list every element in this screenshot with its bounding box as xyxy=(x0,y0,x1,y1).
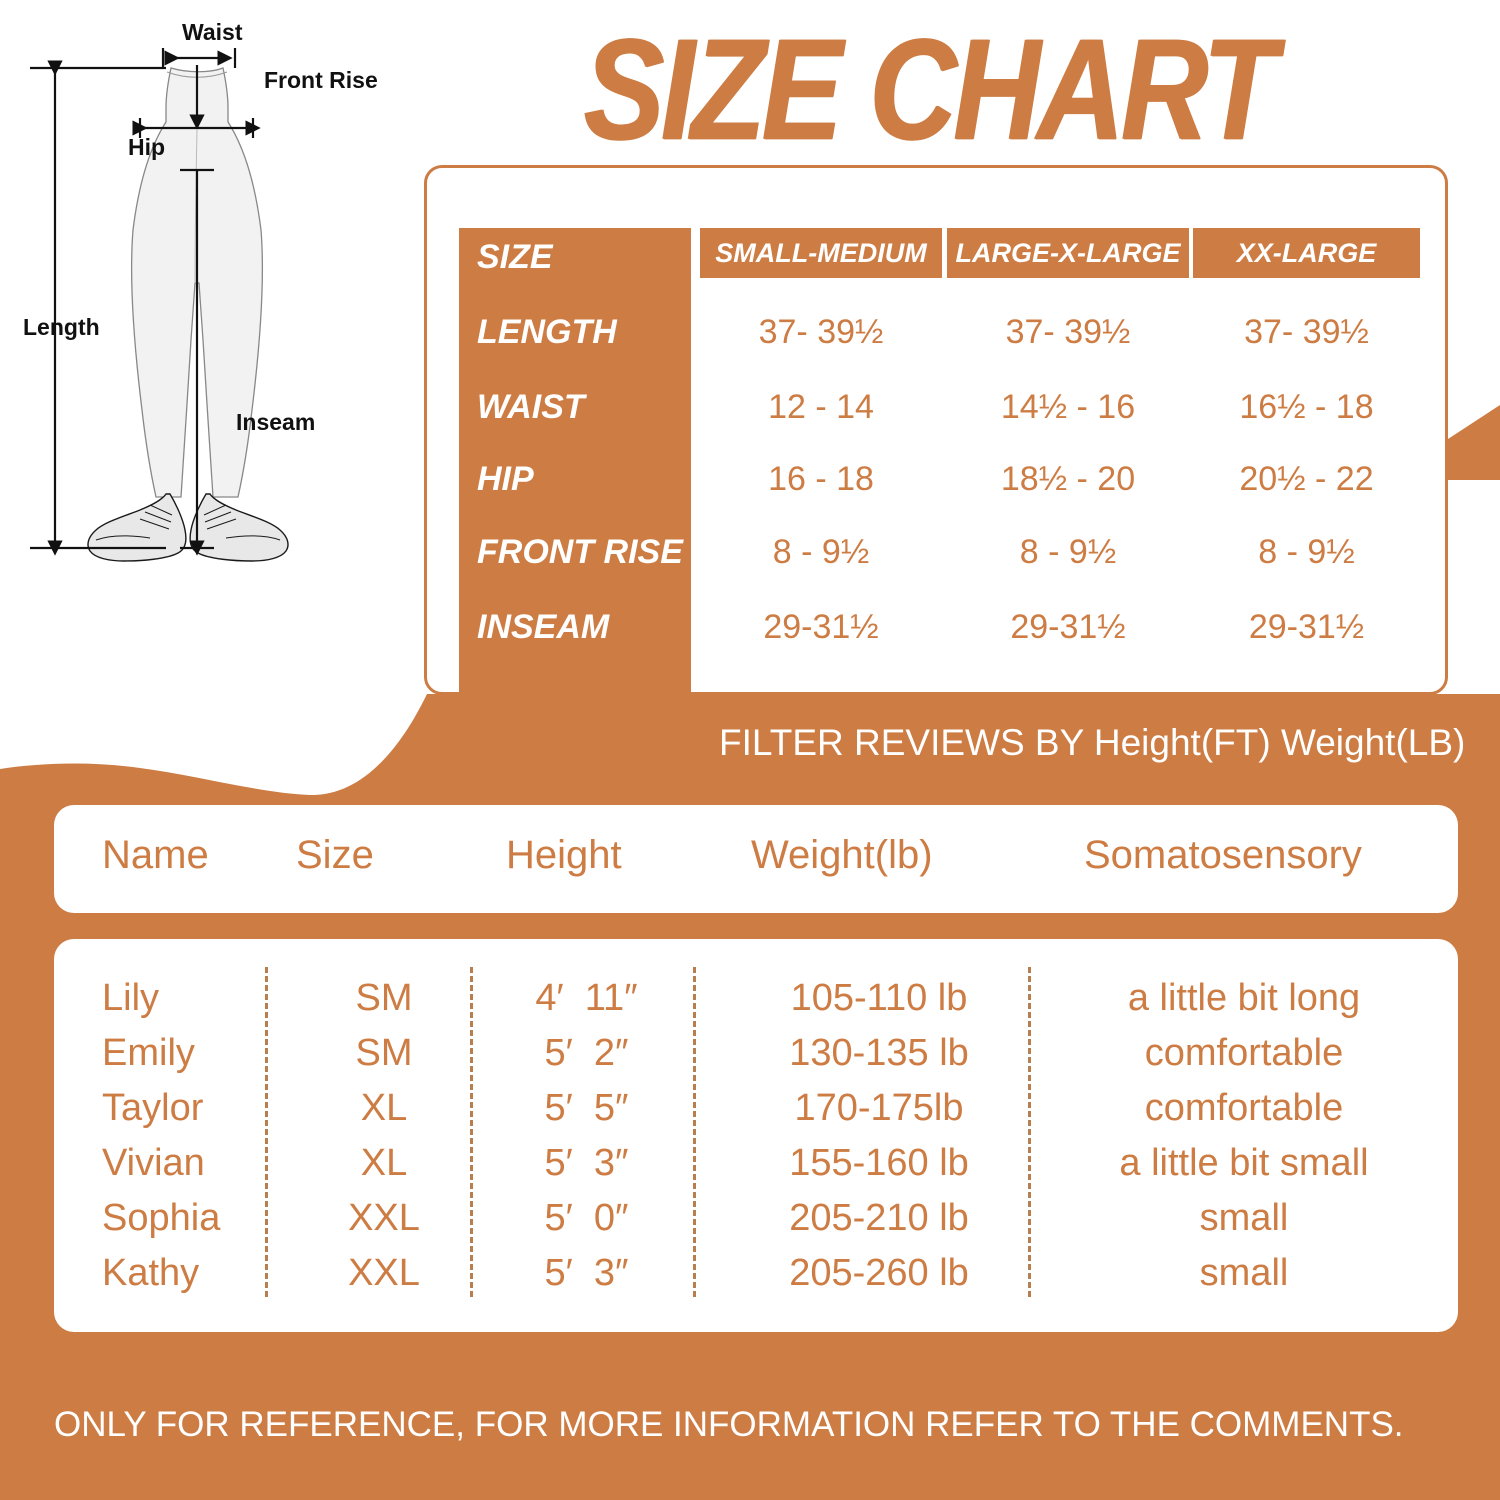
svg-text:Front Rise: Front Rise xyxy=(264,67,378,93)
svg-text:Inseam: Inseam xyxy=(236,409,315,435)
svg-text:Waist: Waist xyxy=(182,19,243,45)
svg-text:Hip: Hip xyxy=(128,134,165,160)
svg-text:Length: Length xyxy=(23,314,100,340)
